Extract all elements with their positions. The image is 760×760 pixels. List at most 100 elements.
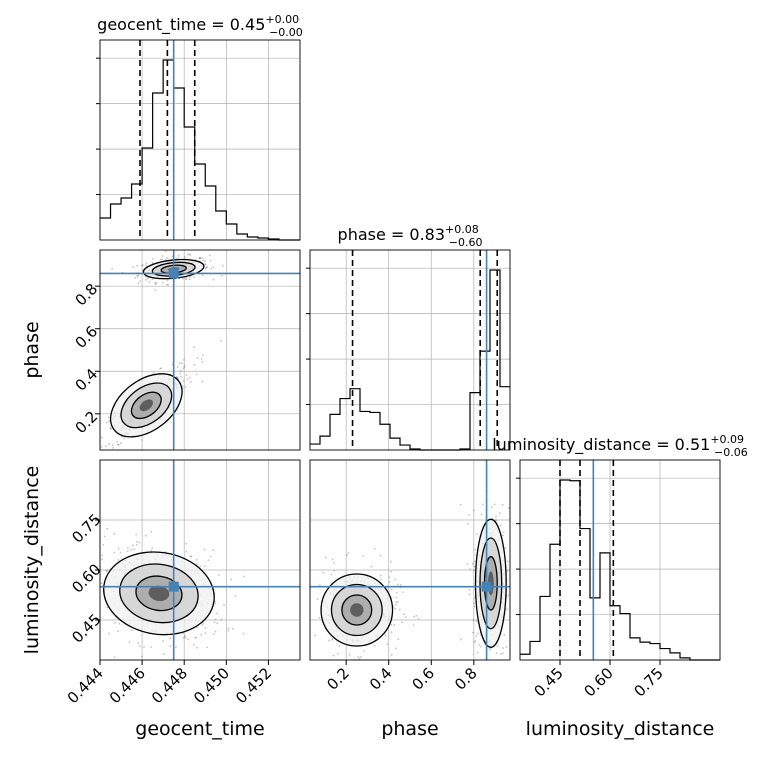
- panel-frame: [309, 459, 511, 661]
- scatter-point: [117, 443, 120, 446]
- scatter-point: [505, 646, 508, 648]
- scatter-point: [318, 584, 321, 587]
- scatter-point: [305, 628, 307, 630]
- scatter-point: [324, 556, 327, 559]
- title-lower-error: −0.06: [714, 446, 748, 459]
- scatter-point: [145, 278, 147, 281]
- scatter-point: [137, 274, 140, 276]
- scatter-point: [479, 645, 482, 648]
- scatter-point: [214, 600, 217, 603]
- scatter-point: [499, 524, 502, 527]
- scatter-point: [185, 550, 188, 553]
- scatter-point: [498, 512, 501, 514]
- scatter-point: [154, 282, 157, 284]
- x-axis-label: luminosity_distance: [526, 718, 715, 740]
- scatter-point: [193, 346, 195, 349]
- scatter-point: [204, 267, 207, 270]
- scatter-point: [397, 583, 399, 586]
- scatter-point: [468, 593, 471, 596]
- scatter-point: [196, 646, 198, 649]
- scatter-point: [373, 547, 376, 550]
- scatter-point: [169, 637, 172, 640]
- scatter-point: [185, 374, 188, 377]
- scatter-point: [111, 267, 114, 270]
- scatter-point: [403, 613, 405, 616]
- scatter-point: [503, 633, 506, 636]
- scatter-point: [485, 663, 487, 665]
- scatter-point: [468, 588, 471, 591]
- scatter-point: [111, 444, 114, 447]
- scatter-point: [413, 615, 416, 618]
- scatter-point: [379, 578, 382, 581]
- scatter-point: [495, 519, 497, 521]
- scatter-point: [187, 638, 189, 641]
- scatter-point: [169, 645, 172, 648]
- scatter-point: [141, 264, 144, 266]
- scatter-point: [506, 569, 509, 572]
- scatter-point: [388, 581, 391, 583]
- scatter-point: [166, 279, 169, 282]
- scatter-point: [202, 354, 205, 357]
- scatter-point: [174, 661, 176, 663]
- scatter-point: [139, 280, 141, 282]
- scatter-point: [212, 266, 215, 269]
- scatter-point: [515, 621, 517, 623]
- scatter-point: [146, 277, 149, 280]
- panel-background: [100, 40, 300, 240]
- scatter-point: [190, 555, 193, 558]
- scatter-point: [502, 652, 504, 655]
- scatter-point: [109, 426, 112, 429]
- scatter-point: [243, 575, 245, 578]
- scatter-point: [162, 640, 165, 642]
- scatter-point: [195, 373, 198, 376]
- scatter-point: [186, 378, 189, 380]
- scatter-point: [108, 420, 110, 423]
- scatter-point: [150, 549, 153, 552]
- scatter-point: [113, 551, 116, 554]
- scatter-point: [138, 541, 141, 544]
- scatter-point: [105, 570, 108, 573]
- density-contour: [148, 585, 170, 602]
- scatter-point: [184, 636, 187, 639]
- scatter-point: [199, 565, 202, 568]
- y-tick-label: 0.60: [68, 560, 104, 596]
- scatter-point: [212, 278, 215, 281]
- scatter-point: [471, 631, 474, 634]
- scatter-point: [514, 613, 516, 615]
- scatter-point: [316, 598, 319, 601]
- scatter-point: [468, 513, 470, 516]
- x-axis-label: geocent_time: [135, 718, 264, 740]
- scatter-point: [475, 661, 477, 663]
- scatter-point: [198, 257, 201, 259]
- scatter-point: [475, 620, 478, 623]
- scatter-point: [469, 568, 472, 570]
- scatter-point: [507, 594, 510, 597]
- scatter-point: [116, 440, 118, 443]
- scatter-point: [214, 618, 217, 621]
- scatter-point: [183, 358, 185, 361]
- scatter-point: [201, 257, 204, 260]
- scatter-point: [141, 655, 143, 658]
- panel-title: geocent_time = 0.45+0.00 −0.00: [97, 13, 303, 39]
- scatter-point: [487, 672, 489, 674]
- scatter-point: [93, 446, 95, 448]
- scatter-point: [389, 560, 392, 563]
- scatter-point: [303, 641, 305, 643]
- scatter-point: [108, 416, 110, 419]
- panel-2-2: luminosity_distance = 0.51+0.09 −0.06: [492, 433, 748, 661]
- scatter-point: [200, 634, 203, 636]
- scatter-point: [213, 621, 216, 624]
- scatter-point: [379, 574, 382, 577]
- scatter-point: [154, 289, 157, 292]
- scatter-point: [359, 655, 362, 658]
- scatter-point: [304, 611, 306, 613]
- scatter-point: [201, 361, 204, 363]
- scatter-point: [397, 638, 400, 641]
- panel-content: [93, 250, 300, 453]
- scatter-point: [111, 451, 113, 453]
- scatter-point: [328, 639, 330, 642]
- title-main: luminosity_distance = 0.51: [492, 435, 710, 455]
- scatter-point: [401, 591, 404, 594]
- scatter-point: [133, 548, 136, 551]
- scatter-point: [515, 663, 517, 665]
